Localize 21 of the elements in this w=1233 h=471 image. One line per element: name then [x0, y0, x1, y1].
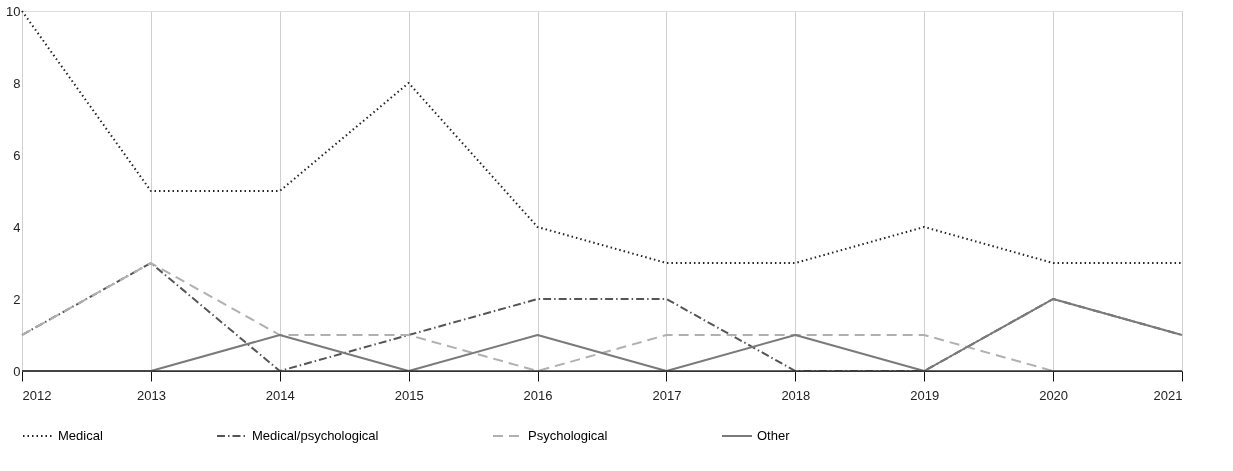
x-tick-label: 2018	[781, 387, 811, 403]
legend-label: Medical	[58, 428, 103, 443]
y-tick-label: 4	[13, 219, 21, 235]
x-tick-label: 2015	[394, 387, 424, 403]
y-tick-label: 0	[13, 363, 21, 379]
x-tick-label: 2021	[1153, 387, 1183, 403]
y-tick-label: 8	[13, 75, 21, 91]
x-tick-label: 2016	[523, 387, 553, 403]
x-tick-label: 2019	[910, 387, 940, 403]
line-series	[21, 10, 1183, 264]
x-tick-label: 2014	[265, 387, 295, 403]
y-tick-label: 6	[13, 147, 21, 163]
x-tick-label: 2013	[136, 387, 166, 403]
x-tick-label: 2012	[22, 387, 52, 403]
y-tick-label: 2	[13, 291, 21, 307]
legend-label: Other	[757, 428, 791, 443]
legend-label: Psychological	[528, 428, 608, 443]
legend-label: Medical/psychological	[252, 428, 379, 443]
x-tick-label: 2017	[652, 387, 682, 403]
y-tick-label: 10	[6, 3, 21, 19]
x-tick-label: 2020	[1039, 387, 1069, 403]
